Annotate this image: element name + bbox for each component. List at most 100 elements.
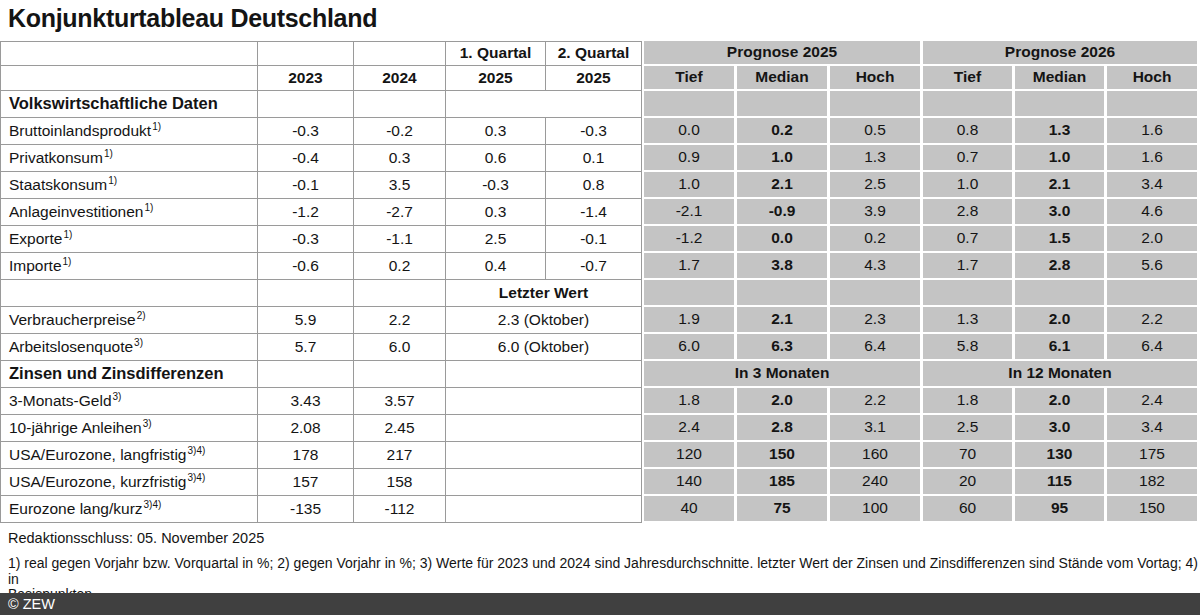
value-cell: 1.6 (1107, 118, 1200, 145)
value-cell: 5.8 (923, 334, 1015, 361)
letzter-wert-header: Letzter Wert (446, 280, 642, 307)
empty-cell (258, 41, 354, 66)
value-cell: 150 (1107, 496, 1200, 523)
empty-cell (642, 91, 737, 118)
value-cell: -1.2 (258, 199, 354, 226)
footnote-marker: 3) (143, 418, 152, 429)
empty-cell (446, 415, 642, 442)
value-cell: 140 (642, 469, 737, 496)
value-cell: 0.4 (446, 253, 546, 280)
value-cell: 1.8 (923, 388, 1015, 415)
value-cell: 2.3 (830, 307, 923, 334)
header-row-2: 2023 2024 2025 2025 Tief Median Hoch Tie… (0, 66, 1200, 91)
value-cell: -0.9 (737, 199, 830, 226)
value-cell: 3.0 (1015, 199, 1107, 226)
empty-cell (737, 280, 830, 307)
empty-cell (737, 91, 830, 118)
value-cell: -0.3 (258, 118, 354, 145)
footnote-marker: 1) (63, 256, 72, 267)
row-label: USA/Eurozone, kurzfristig3)4) (0, 469, 258, 496)
empty-cell (1107, 280, 1200, 307)
row-staatskonsum: Staatskonsum1) -0.1 3.5 -0.3 0.8 1.0 2.1… (0, 172, 1200, 199)
value-cell: -0.6 (258, 253, 354, 280)
row-label: Verbraucherpreise2) (0, 307, 258, 334)
konjunktur-table: 1. Quartal 2. Quartal Prognose 2025 Prog… (0, 41, 1200, 523)
empty-cell (0, 66, 258, 91)
col-header-tief-2025: Tief (642, 66, 737, 91)
section-row-volkswirtschaftliche-daten: Volkswirtschaftliche Daten (0, 91, 1200, 118)
empty-cell (923, 91, 1015, 118)
value-cell: 0.8 (546, 172, 642, 199)
row-arbeitslosenquote: Arbeitslosenquote3) 5.7 6.0 6.0 (Oktober… (0, 334, 1200, 361)
value-cell: 2.0 (737, 388, 830, 415)
row-anlageinvestitionen: Anlageinvestitionen1) -1.2 -2.7 0.3 -1.4… (0, 199, 1200, 226)
value-cell: 2.0 (1015, 307, 1107, 334)
row-label: 3-Monats-Geld3) (0, 388, 258, 415)
value-cell: 2.8 (1015, 253, 1107, 280)
row-bruttoinlandsprodukt: Bruttoinlandsprodukt1) -0.3 -0.2 0.3 -0.… (0, 118, 1200, 145)
value-cell: 150 (737, 442, 830, 469)
col-header-hoch-2026: Hoch (1107, 66, 1200, 91)
empty-cell (923, 280, 1015, 307)
row-label: Exporte1) (0, 226, 258, 253)
row-label: Staatskonsum1) (0, 172, 258, 199)
empty-cell (258, 361, 354, 388)
empty-cell (446, 91, 642, 118)
empty-cell (0, 280, 258, 307)
value-cell: 4.6 (1107, 199, 1200, 226)
empty-cell (642, 280, 737, 307)
empty-cell (258, 91, 354, 118)
footnote-marker: 1) (152, 121, 161, 132)
row-label: Importe1) (0, 253, 258, 280)
letzter-wert-cell: 6.0 (Oktober) (446, 334, 642, 361)
value-cell: 2.1 (1015, 172, 1107, 199)
value-cell: 1.0 (737, 145, 830, 172)
value-cell: 1.9 (642, 307, 737, 334)
value-cell: 175 (1107, 442, 1200, 469)
row-label: USA/Eurozone, langfristig3)4) (0, 442, 258, 469)
row-exporte: Exporte1) -0.3 -1.1 2.5 -0.1 -1.2 0.0 0.… (0, 226, 1200, 253)
empty-cell (446, 469, 642, 496)
value-cell: -1.2 (642, 226, 737, 253)
empty-cell (258, 280, 354, 307)
col-header-median-2026: Median (1015, 66, 1107, 91)
value-cell: 1.7 (923, 253, 1015, 280)
empty-cell (446, 496, 642, 523)
value-cell: 40 (642, 496, 737, 523)
empty-cell (354, 361, 446, 388)
corner-cell (0, 41, 258, 66)
value-cell: 6.0 (354, 334, 446, 361)
value-cell: 0.1 (546, 145, 642, 172)
value-cell: 2.5 (830, 172, 923, 199)
col-header-tief-2026: Tief (923, 66, 1015, 91)
group-header-prognose-2026: Prognose 2026 (923, 41, 1200, 66)
value-cell: 0.5 (830, 118, 923, 145)
group-header-prognose-2025: Prognose 2025 (642, 41, 923, 66)
value-cell: -0.1 (258, 172, 354, 199)
value-cell: 0.3 (354, 145, 446, 172)
value-cell: 160 (830, 442, 923, 469)
value-cell: 5.6 (1107, 253, 1200, 280)
empty-cell (446, 388, 642, 415)
footnote-marker: 1) (144, 202, 153, 213)
value-cell: 0.3 (446, 199, 546, 226)
col-header-2025-q1: 2025 (446, 66, 546, 91)
letzter-wert-cell: 2.3 (Oktober) (446, 307, 642, 334)
row-label: Bruttoinlandsprodukt1) (0, 118, 258, 145)
value-cell: 6.1 (1015, 334, 1107, 361)
copyright-text: © ZEW (0, 596, 55, 612)
value-cell: -0.3 (546, 118, 642, 145)
value-cell: 100 (830, 496, 923, 523)
value-cell: 3.4 (1107, 415, 1200, 442)
value-cell: 70 (923, 442, 1015, 469)
value-cell: -0.2 (354, 118, 446, 145)
row-10-jaehrige-anleihen: 10-jährige Anleihen3) 2.08 2.45 2.4 2.8 … (0, 415, 1200, 442)
row-importe: Importe1) -0.6 0.2 0.4 -0.7 1.7 3.8 4.3 … (0, 253, 1200, 280)
footnote-marker: 1) (104, 148, 113, 159)
value-cell: 130 (1015, 442, 1107, 469)
value-cell: 3.4 (1107, 172, 1200, 199)
value-cell: 1.3 (923, 307, 1015, 334)
footnote-marker: 1) (108, 175, 117, 186)
value-cell: 0.0 (642, 118, 737, 145)
value-cell: 1.5 (1015, 226, 1107, 253)
